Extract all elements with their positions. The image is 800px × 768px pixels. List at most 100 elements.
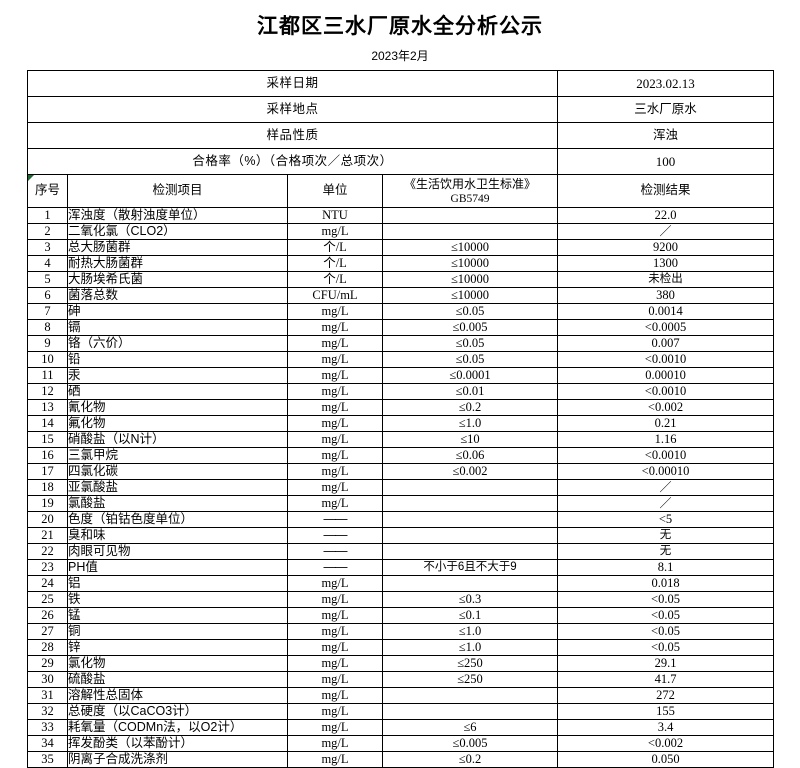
cell-result: 9200 xyxy=(557,239,775,257)
standard-code-text: GB5749 xyxy=(450,192,490,205)
cell-item: 浑浊度（散射浊度单位） xyxy=(67,207,288,225)
cell-standard: ≤10000 xyxy=(381,271,559,289)
cell-standard xyxy=(381,527,559,545)
cell-item: 砷 xyxy=(67,303,288,321)
cell-result: 0.0014 xyxy=(557,303,775,321)
cell-item: 氰化物 xyxy=(67,399,288,417)
cell-seq: 15 xyxy=(27,431,68,449)
column-header-standard: 《生活饮用水卫生标准》 GB5749 xyxy=(381,174,559,209)
cell-seq: 28 xyxy=(27,639,68,657)
table-row: 4 耐热大肠菌群 个/L ≤10000 1300 xyxy=(27,255,775,273)
cell-standard: ≤0.005 xyxy=(381,735,559,753)
table-row: 10 铅 mg/L ≤0.05 <0.0010 xyxy=(27,351,775,369)
cell-unit: mg/L xyxy=(287,495,383,513)
cell-seq: 33 xyxy=(27,719,68,737)
cell-item: 铁 xyxy=(67,591,288,609)
cell-seq: 14 xyxy=(27,415,68,433)
cell-item: 臭和味 xyxy=(67,527,288,545)
table-row: 14 氟化物 mg/L ≤1.0 0.21 xyxy=(27,415,775,433)
cell-seq: 9 xyxy=(27,335,68,353)
cell-standard: ≤0.01 xyxy=(381,383,559,401)
cell-standard: ≤0.05 xyxy=(381,351,559,369)
cell-standard: ≤0.1 xyxy=(381,607,559,625)
column-header-seq-label: 序号 xyxy=(34,183,60,198)
cell-unit: mg/L xyxy=(287,591,383,609)
cell-unit: mg/L xyxy=(287,351,383,369)
meta-label: 采样日期 xyxy=(26,70,559,98)
cell-item: 大肠埃希氏菌 xyxy=(67,271,288,289)
cell-seq: 7 xyxy=(27,303,68,321)
cell-result: <0.05 xyxy=(557,639,775,657)
cell-unit: mg/L xyxy=(287,735,383,753)
cell-standard xyxy=(381,479,559,497)
cell-unit: —— xyxy=(287,527,383,545)
cell-seq: 18 xyxy=(27,479,68,497)
cell-result: <0.05 xyxy=(557,607,775,625)
table-row: 21 臭和味 —— 无 xyxy=(27,527,775,545)
cell-unit: mg/L xyxy=(287,479,383,497)
cell-seq: 35 xyxy=(27,751,68,768)
cell-seq: 2 xyxy=(27,223,68,241)
cell-item: 锰 xyxy=(67,607,288,625)
meta-row: 采样日期 2023.02.13 xyxy=(26,70,775,98)
cell-result: 380 xyxy=(557,287,775,305)
cell-unit: mg/L xyxy=(287,367,383,385)
table-row: 26 锰 mg/L ≤0.1 <0.05 xyxy=(27,607,775,625)
cell-standard xyxy=(381,223,559,241)
cell-unit: mg/L xyxy=(287,399,383,417)
cell-item: 耗氧量（CODMn法，以O2计） xyxy=(67,719,288,737)
cell-standard: ≤10000 xyxy=(381,239,559,257)
cell-standard: ≤0.005 xyxy=(381,319,559,337)
table-row: 27 铜 mg/L ≤1.0 <0.05 xyxy=(27,623,775,641)
table-row: 3 总大肠菌群 个/L ≤10000 9200 xyxy=(27,239,775,257)
cell-standard: ≤0.05 xyxy=(381,335,559,353)
cell-item: 锌 xyxy=(67,639,288,657)
cell-unit: mg/L xyxy=(287,671,383,689)
cell-standard: ≤1.0 xyxy=(381,415,559,433)
page-root: 江都区三水厂原水全分析公示 2023年2月 采样日期 2023.02.13 采样地点… xyxy=(26,15,775,768)
cell-item: 肉眼可见物 xyxy=(67,543,288,561)
cell-standard: ≤0.06 xyxy=(381,447,559,465)
cell-seq: 13 xyxy=(27,399,68,417)
table-row: 20 色度（铂钴色度单位） —— <5 xyxy=(27,511,775,529)
cell-item: 铝 xyxy=(67,575,288,593)
table-row: 11 汞 mg/L ≤0.0001 0.00010 xyxy=(27,367,775,385)
cell-unit: mg/L xyxy=(287,639,383,657)
cell-result: <0.002 xyxy=(557,399,775,417)
cell-unit: NTU xyxy=(287,207,383,225)
table-row: 35 阴离子合成洗涤剂 mg/L ≤0.2 0.050 xyxy=(27,751,775,768)
cell-unit: mg/L xyxy=(287,431,383,449)
cell-standard: ≤0.2 xyxy=(381,399,559,417)
table-row: 34 挥发酚类（以苯酚计） mg/L ≤0.005 <0.002 xyxy=(27,735,775,753)
cell-item: 色度（铂钴色度单位） xyxy=(67,511,288,529)
table-row: 2 二氧化氯（CLO2） mg/L ／ xyxy=(27,223,775,241)
cell-unit: mg/L xyxy=(287,319,383,337)
cell-result: ／ xyxy=(557,479,775,497)
cell-seq: 12 xyxy=(27,383,68,401)
table-row: 28 锌 mg/L ≤1.0 <0.05 xyxy=(27,639,775,657)
cell-item: 汞 xyxy=(67,367,288,385)
cell-standard xyxy=(381,543,559,561)
cell-seq: 10 xyxy=(27,351,68,369)
cell-result: 1.16 xyxy=(557,431,775,449)
cell-standard xyxy=(381,703,559,721)
cell-seq: 26 xyxy=(27,607,68,625)
cell-unit: —— xyxy=(287,511,383,529)
cell-result: 272 xyxy=(557,687,775,705)
cell-result: <0.0010 xyxy=(557,447,775,465)
table-row: 32 总硬度（以CaCO3计） mg/L 155 xyxy=(27,703,775,721)
cell-unit: —— xyxy=(287,559,383,577)
meta-row: 合格率（%）（合格项次／总项次） 100 xyxy=(26,148,775,176)
cell-item: 三氯甲烷 xyxy=(67,447,288,465)
cell-standard: ≤0.2 xyxy=(381,751,559,768)
meta-row: 采样地点 三水厂原水 xyxy=(26,96,775,124)
cell-unit: mg/L xyxy=(287,335,383,353)
cell-unit: 个/L xyxy=(287,239,383,257)
table-row: 19 氯酸盐 mg/L ／ xyxy=(27,495,775,513)
cell-item: 硫酸盐 xyxy=(67,671,288,689)
table-row: 12 硒 mg/L ≤0.01 <0.0010 xyxy=(27,383,775,401)
cell-standard: ≤0.002 xyxy=(381,463,559,481)
water-analysis-table: 采样日期 2023.02.13 采样地点 三水厂原水 样品性质 浑浊 合格率（%）（合格项次… xyxy=(26,70,775,768)
standard-title-text: 《生活饮用水卫生标准》 xyxy=(404,176,537,191)
meta-label: 合格率（%）（合格项次／总项次） xyxy=(26,148,559,176)
